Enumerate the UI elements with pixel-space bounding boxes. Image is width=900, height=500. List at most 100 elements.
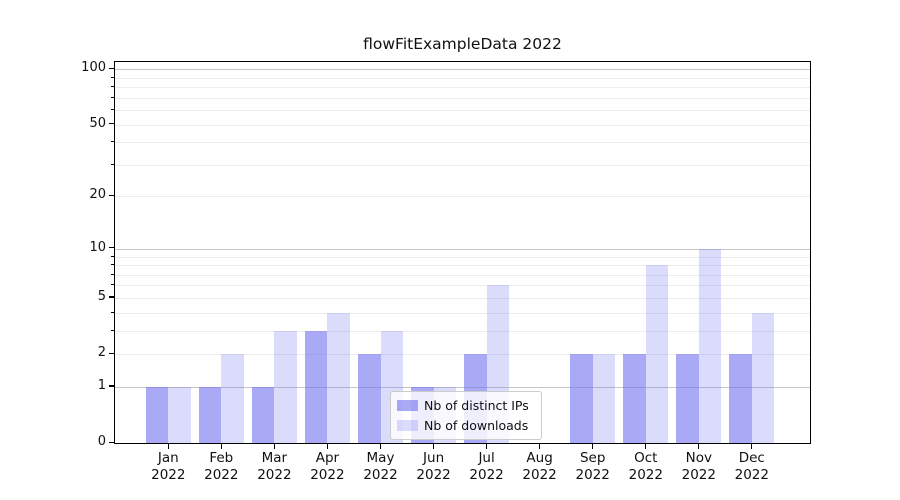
x-tick-label: Aug 2022 — [508, 450, 572, 484]
gridline-minor — [115, 297, 810, 299]
x-tick-month: Aug — [526, 450, 553, 466]
x-tick-label: Nov 2022 — [667, 450, 731, 484]
x-tick-year: 2022 — [310, 467, 345, 483]
gridline-minor — [115, 256, 810, 258]
x-tick-label: Dec 2022 — [720, 450, 784, 484]
gridline-minor — [115, 124, 810, 126]
gridline-minor — [115, 142, 810, 144]
y-tick-label: 10 — [89, 239, 106, 255]
legend-row: Nb of distinct IPs — [397, 398, 535, 413]
x-tick-label: Feb 2022 — [189, 450, 253, 484]
y-minor-tick-mark — [111, 273, 114, 275]
x-tick-label: Mar 2022 — [242, 450, 306, 484]
x-tick-year: 2022 — [151, 467, 186, 483]
gridline-minor — [115, 330, 810, 332]
x-tick-mark — [698, 444, 700, 449]
y-minor-tick-mark — [111, 264, 114, 265]
y-tick-label: 50 — [89, 115, 106, 131]
x-tick-label: Jun 2022 — [402, 450, 466, 484]
y-minor-tick-mark — [111, 311, 114, 313]
x-tick-month: Apr — [315, 450, 340, 466]
x-tick-month: Jan — [157, 450, 179, 466]
x-tick-year: 2022 — [575, 467, 610, 483]
gridline-minor — [115, 265, 810, 266]
gridline-minor — [115, 354, 810, 355]
x-tick-year: 2022 — [681, 467, 716, 483]
gridline-minor — [115, 285, 810, 287]
x-tick-month: Jun — [423, 450, 445, 466]
x-tick-year: 2022 — [628, 467, 663, 483]
bar-distinct-ips — [251, 386, 275, 443]
y-minor-tick-mark — [111, 109, 114, 110]
y-tick-label: 5 — [97, 288, 106, 304]
x-tick-month: May — [366, 450, 395, 466]
bar-distinct-ips — [358, 354, 381, 443]
legend-swatch — [397, 420, 418, 431]
legend-row: Nb of downloads — [397, 418, 535, 433]
legend-label: Nb of distinct IPs — [424, 398, 529, 413]
x-tick-mark — [273, 444, 276, 449]
gridline-major — [115, 248, 810, 250]
y-tick-label: 0 — [97, 434, 106, 449]
x-tick-year: 2022 — [416, 467, 451, 483]
bar-downloads — [327, 312, 350, 443]
gridline-minor — [115, 312, 810, 314]
x-tick-label: Sep 2022 — [561, 450, 625, 484]
gridline-major — [115, 386, 810, 388]
y-minor-tick-mark — [111, 76, 114, 78]
gridline-minor — [115, 97, 810, 99]
gridline-minor — [115, 164, 810, 166]
y-tick-mark — [109, 123, 114, 125]
y-tick-mark — [109, 67, 114, 69]
bar-distinct-ips — [570, 354, 593, 443]
bar-distinct-ips — [304, 330, 328, 443]
bar-distinct-ips — [198, 386, 222, 443]
y-minor-tick-mark — [111, 96, 114, 98]
y-minor-tick-mark — [111, 329, 114, 331]
chart-title: flowFitExampleData 2022 — [363, 35, 562, 53]
x-tick-year: 2022 — [469, 467, 504, 483]
y-tick-label: 20 — [89, 187, 106, 203]
x-tick-label: Oct 2022 — [614, 450, 678, 484]
x-tick-label: Jan 2022 — [136, 450, 200, 484]
legend: Nb of distinct IPs Nb of downloads — [390, 391, 542, 440]
x-tick-mark — [645, 444, 647, 449]
x-tick-month: Mar — [261, 450, 288, 466]
x-tick-mark — [167, 444, 169, 449]
x-tick-year: 2022 — [734, 467, 769, 483]
y-tick-mark — [109, 247, 114, 249]
x-tick-year: 2022 — [363, 467, 398, 483]
x-tick-mark — [539, 444, 541, 449]
y-tick-mark — [109, 441, 114, 443]
plot-area: Nb of distinct IPs Nb of downloads — [114, 61, 811, 444]
x-tick-mark — [380, 444, 382, 449]
y-minor-tick-mark — [111, 284, 114, 286]
x-tick-month: Nov — [685, 450, 712, 466]
y-minor-tick-mark — [111, 141, 114, 143]
x-tick-label: Apr 2022 — [295, 450, 359, 484]
bar-downloads — [274, 330, 297, 443]
y-tick-label: 2 — [97, 345, 106, 360]
x-tick-mark — [751, 444, 753, 449]
gridline-minor — [115, 196, 810, 198]
gridline-minor — [115, 77, 810, 79]
x-tick-mark — [220, 444, 222, 449]
x-tick-year: 2022 — [204, 467, 239, 483]
y-tick-mark — [109, 296, 114, 298]
x-tick-month: Sep — [579, 450, 606, 466]
bar-downloads — [751, 312, 775, 443]
y-tick-mark — [109, 385, 114, 387]
x-tick-label: May 2022 — [349, 450, 413, 484]
gridline-minor — [115, 110, 810, 111]
gridline-minor — [115, 274, 810, 276]
bar-downloads — [168, 386, 191, 443]
y-tick-mark — [109, 352, 114, 354]
legend-label: Nb of downloads — [424, 418, 529, 433]
bar-distinct-ips — [145, 386, 169, 443]
x-tick-mark — [486, 444, 488, 449]
y-minor-tick-mark — [111, 86, 114, 87]
gridline-major — [115, 69, 810, 71]
bar-downloads — [221, 354, 244, 443]
x-tick-month: Jul — [478, 450, 495, 466]
gridline-minor — [115, 87, 810, 88]
